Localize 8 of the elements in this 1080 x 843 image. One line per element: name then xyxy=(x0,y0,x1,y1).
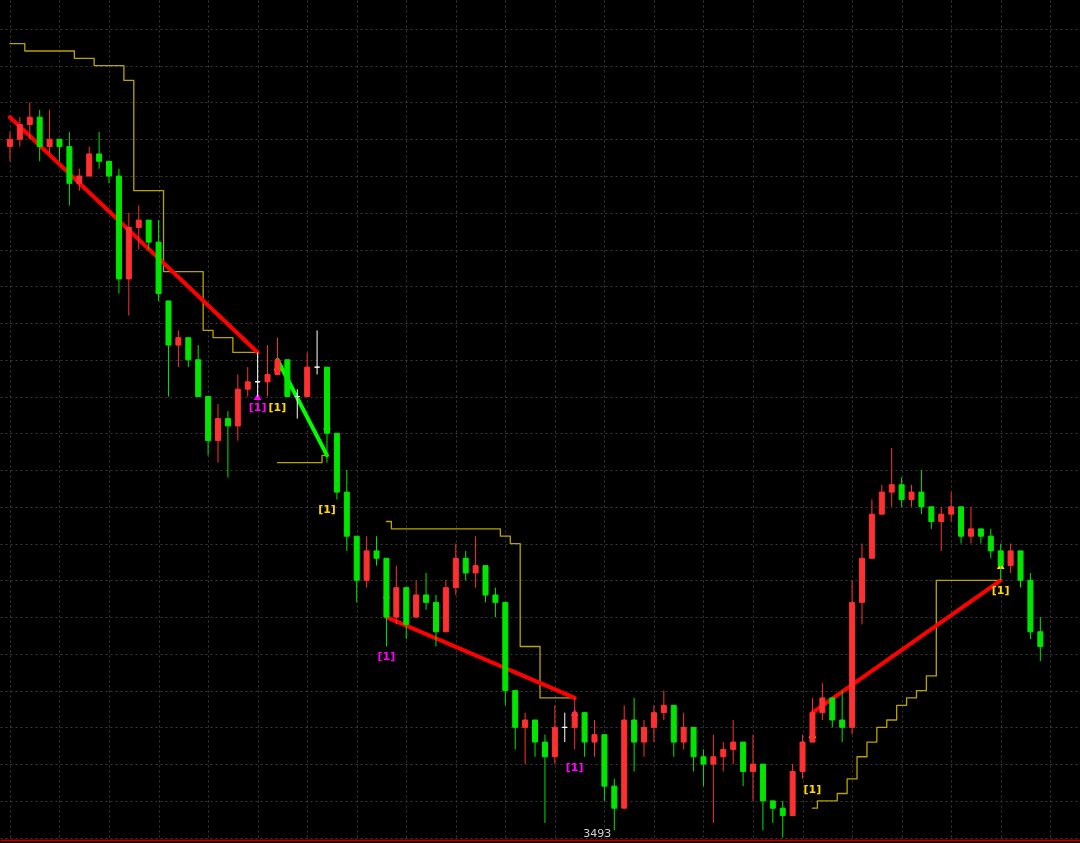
text: [1] xyxy=(268,400,287,414)
text: [1] xyxy=(377,650,396,664)
series-label: [1] xyxy=(248,400,267,414)
series-label: [1] xyxy=(991,584,1010,598)
text: [1] xyxy=(803,782,822,796)
text: [1] xyxy=(318,503,336,517)
annotation: 3493 xyxy=(583,827,612,840)
text: [1] xyxy=(565,760,584,774)
